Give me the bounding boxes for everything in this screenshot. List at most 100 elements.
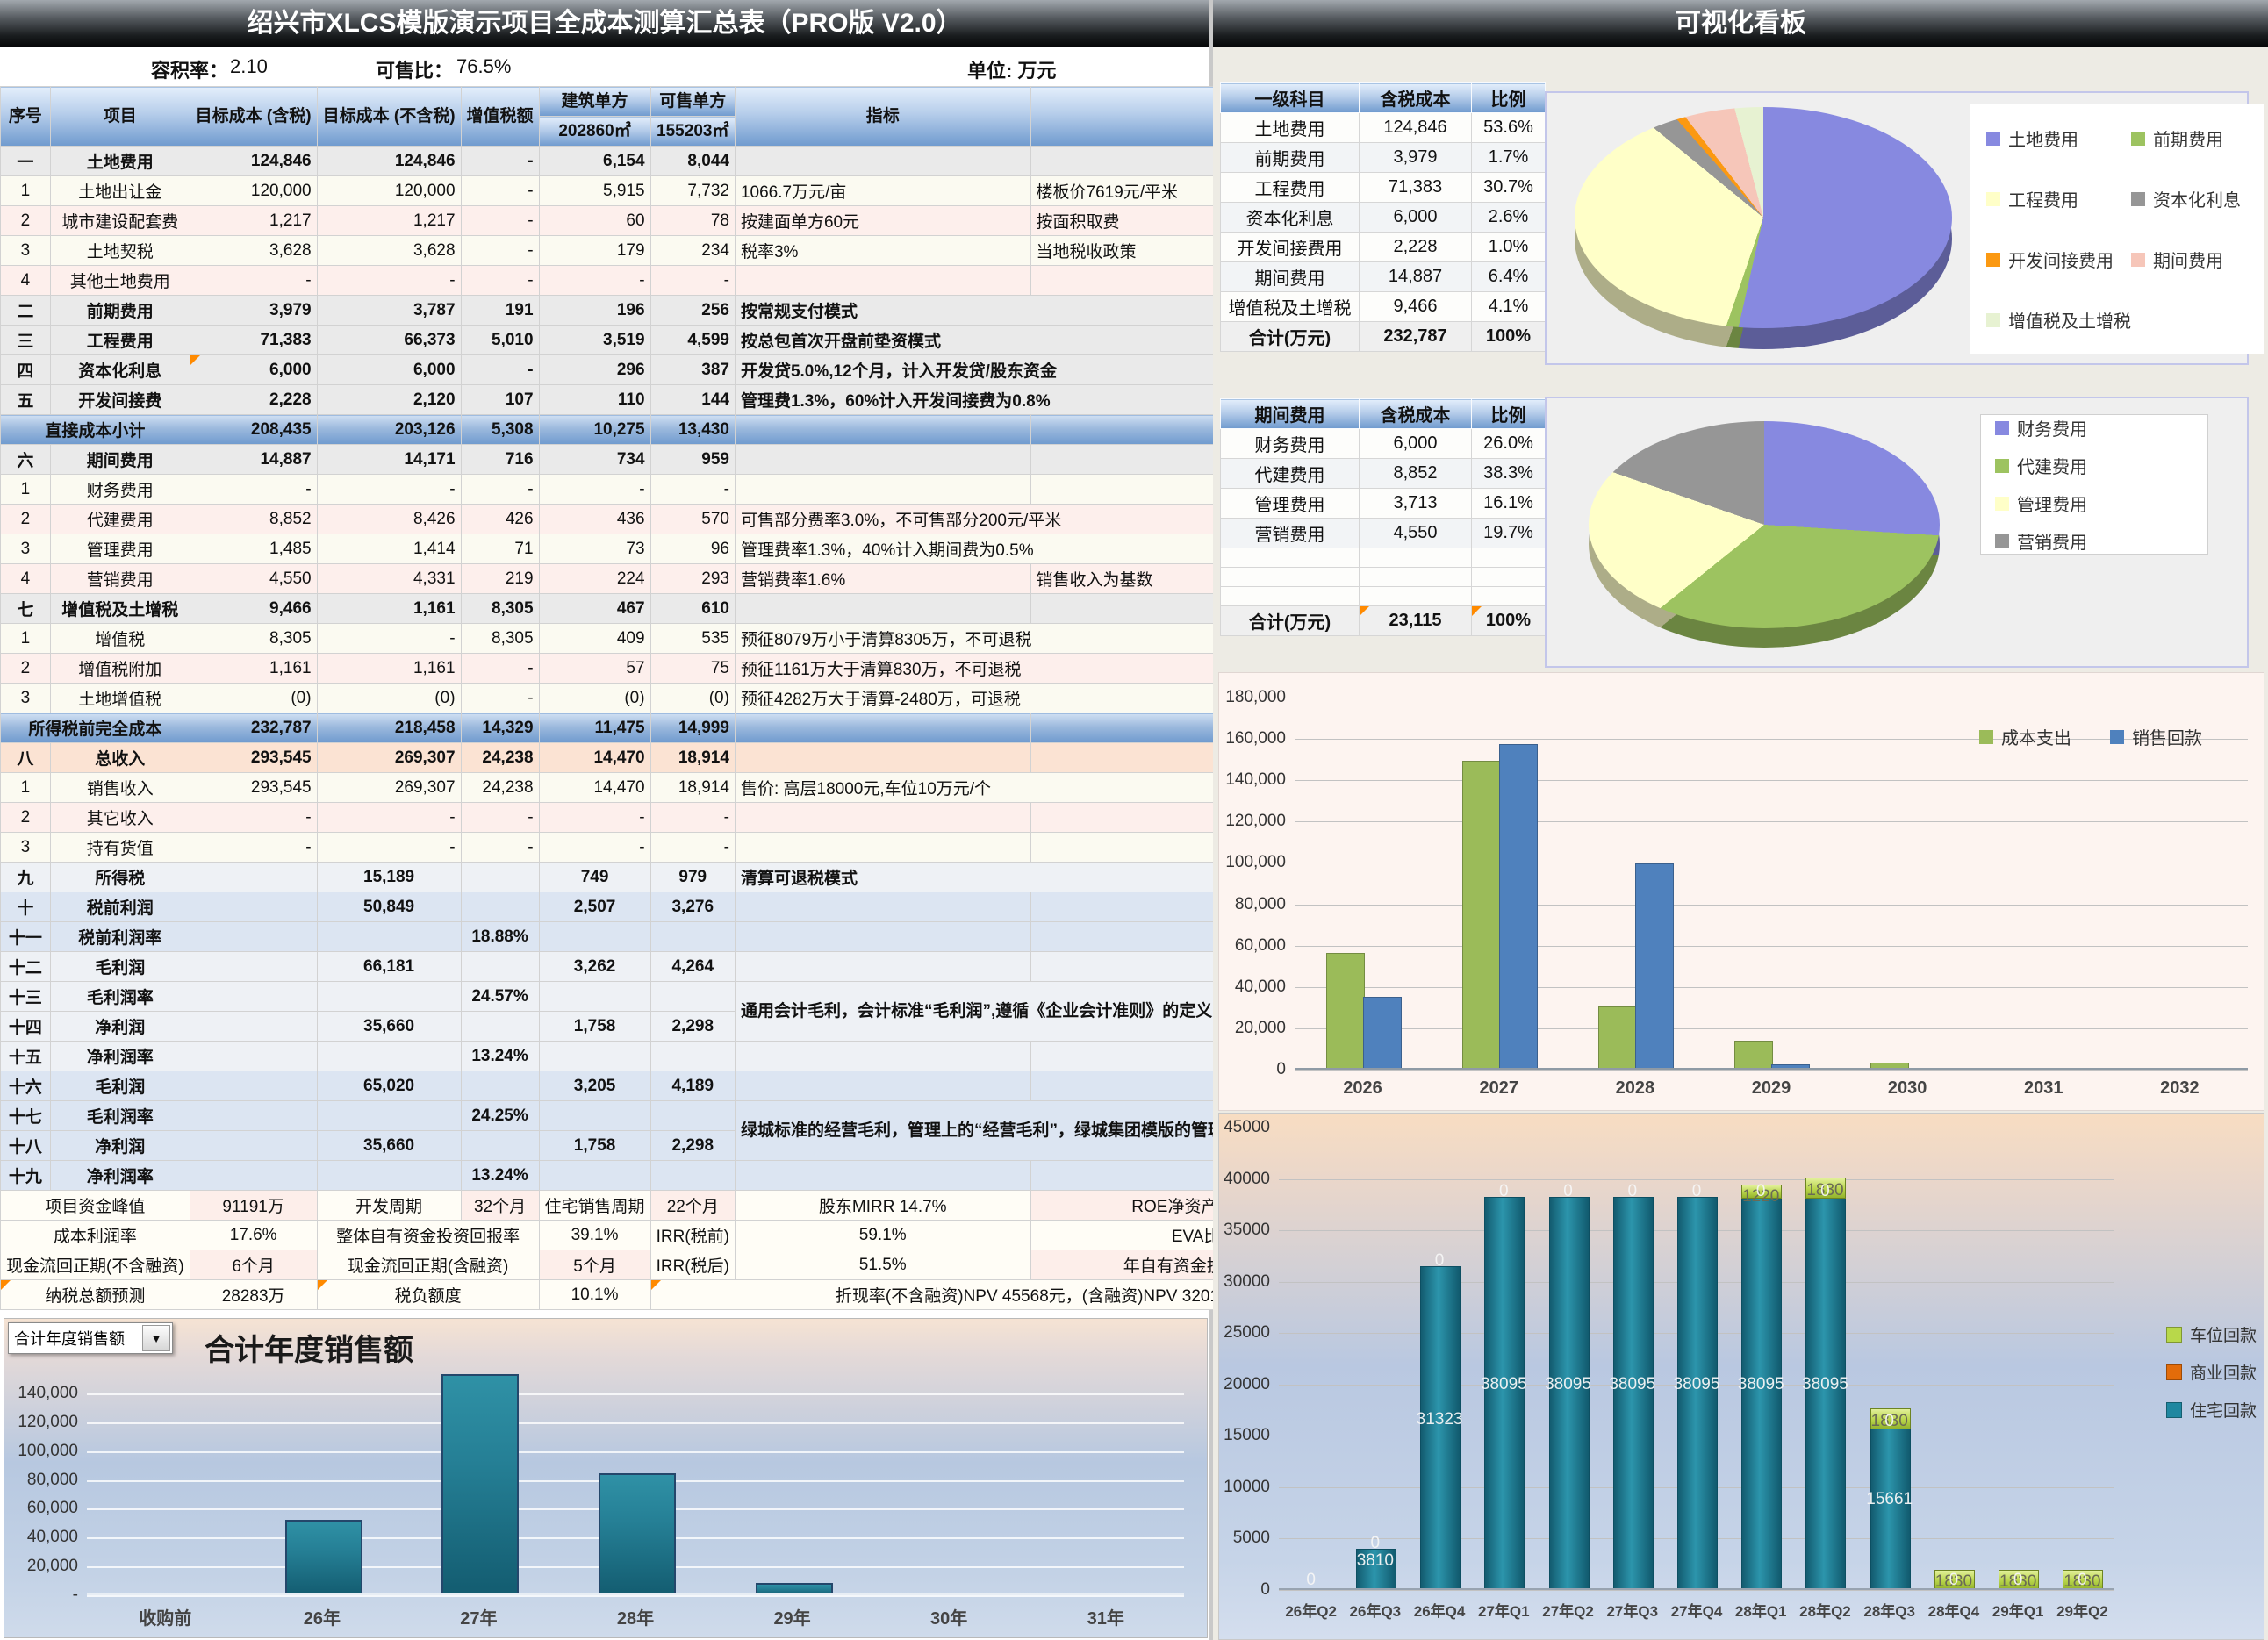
cell[interactable]: 十二 — [0, 951, 51, 982]
cell[interactable]: 十六 — [0, 1071, 51, 1101]
bar-segment-residential[interactable] — [1484, 1196, 1525, 1590]
cell[interactable]: 十九 — [0, 1160, 51, 1191]
cell[interactable]: 八 — [0, 742, 51, 773]
plot-ratio-value[interactable]: 2.10 — [230, 55, 268, 77]
cell[interactable]: 增值税附加 — [49, 653, 190, 684]
cell[interactable]: 14,171 — [316, 444, 462, 475]
cell[interactable]: 10,275 — [538, 414, 651, 445]
cell[interactable]: - — [460, 146, 540, 176]
cell[interactable]: 1,217 — [316, 205, 462, 236]
cell[interactable]: 4 — [0, 265, 51, 296]
cell[interactable]: 716 — [460, 444, 540, 475]
cell[interactable]: 5,308 — [460, 414, 540, 445]
cell[interactable]: - — [650, 474, 736, 505]
cell[interactable] — [189, 1011, 318, 1042]
cell[interactable]: 196 — [538, 295, 651, 326]
cell[interactable]: 24.57% — [460, 981, 540, 1012]
cell[interactable]: 5个月 — [538, 1250, 651, 1280]
cell[interactable]: 32个月 — [460, 1190, 540, 1221]
cell[interactable]: 2.6% — [1471, 202, 1546, 233]
cell[interactable]: 4.1% — [1471, 291, 1546, 322]
cell[interactable]: 218,458 — [316, 713, 462, 743]
cell[interactable] — [734, 713, 1031, 743]
cell[interactable]: 35,660 — [316, 1011, 462, 1042]
cell[interactable]: 100% — [1471, 605, 1546, 636]
bar-segment-residential[interactable] — [1420, 1266, 1461, 1590]
cell[interactable]: 96 — [650, 534, 736, 564]
cell[interactable]: 13,430 — [650, 414, 736, 445]
cell[interactable]: 65,020 — [316, 1071, 462, 1101]
cell[interactable] — [650, 1041, 736, 1071]
cell[interactable]: 387 — [650, 354, 736, 385]
cell[interactable]: - — [189, 265, 318, 296]
cell[interactable] — [1471, 567, 1546, 587]
cell[interactable]: 七 — [0, 593, 51, 624]
cell[interactable]: 现金流回正期(含融资) — [316, 1250, 540, 1280]
cell[interactable]: 8,044 — [650, 146, 736, 176]
cell[interactable]: 120,000 — [189, 175, 318, 206]
cell[interactable]: 比例 — [1471, 82, 1546, 113]
cell[interactable]: 城市建设配套费 — [49, 205, 190, 236]
cell[interactable]: 11,475 — [538, 713, 651, 743]
cell[interactable]: - — [460, 354, 540, 385]
cell[interactable]: 14,887 — [1359, 261, 1472, 292]
cell[interactable]: 代建费用 — [49, 504, 190, 534]
cell[interactable] — [538, 1100, 651, 1131]
cell[interactable]: 71,383 — [1359, 172, 1472, 203]
cell[interactable]: 39.1% — [538, 1220, 651, 1250]
cell[interactable]: 8,852 — [1359, 458, 1472, 489]
cell[interactable]: 4 — [0, 563, 51, 594]
cell[interactable]: 资本化利息 — [49, 354, 190, 385]
cell[interactable]: 土地费用 — [1220, 112, 1360, 143]
cell[interactable]: 整体自有资金投资回报率 — [316, 1220, 540, 1250]
cell[interactable] — [1359, 548, 1472, 568]
cell[interactable]: 66,181 — [316, 951, 462, 982]
chart-filter-dropdown[interactable]: 合计年度销售额 ▼ — [8, 1322, 173, 1354]
bar[interactable] — [1461, 761, 1501, 1070]
cell[interactable]: 6.4% — [1471, 261, 1546, 292]
cell[interactable]: 合计(万元) — [1220, 321, 1360, 352]
cell[interactable] — [316, 1100, 462, 1131]
cell[interactable] — [189, 1160, 318, 1191]
cell[interactable]: - — [538, 265, 651, 296]
cell[interactable]: 18,914 — [650, 742, 736, 773]
bar[interactable] — [1325, 953, 1365, 1070]
cell[interactable]: 其他土地费用 — [49, 265, 190, 296]
cell[interactable]: 增值税及土增税 — [49, 593, 190, 624]
cell[interactable] — [189, 981, 318, 1012]
cell[interactable]: 1,414 — [316, 534, 462, 564]
cell[interactable]: 14,887 — [189, 444, 318, 475]
cell[interactable] — [316, 1160, 462, 1191]
cell[interactable]: 管理费用 — [49, 534, 190, 564]
cell[interactable]: 住宅销售周期 — [538, 1190, 651, 1221]
cell[interactable]: 2,120 — [316, 384, 462, 415]
cell[interactable] — [316, 981, 462, 1012]
cell[interactable]: 2,228 — [189, 384, 318, 415]
bar-segment-parking[interactable] — [1870, 1408, 1911, 1429]
cell[interactable]: 3 — [0, 534, 51, 564]
cell[interactable]: - — [189, 802, 318, 833]
cell[interactable]: 91191万 — [189, 1190, 318, 1221]
cell[interactable]: 管理费用 — [1220, 488, 1360, 519]
cell[interactable] — [1471, 586, 1546, 606]
cell[interactable]: 155203㎡ — [650, 116, 736, 147]
cell[interactable] — [460, 951, 540, 982]
cell[interactable]: - — [316, 265, 462, 296]
cell[interactable] — [734, 1160, 1031, 1191]
bar[interactable] — [1597, 1006, 1637, 1070]
cell[interactable]: 16.1% — [1471, 488, 1546, 519]
cell[interactable]: 净利润率 — [49, 1160, 190, 1191]
cell[interactable]: 1 — [0, 474, 51, 505]
cell[interactable]: 256 — [650, 295, 736, 326]
cell[interactable]: 直接成本小计 — [0, 414, 190, 445]
cell[interactable]: 2,298 — [650, 1130, 736, 1161]
cell[interactable]: - — [460, 653, 540, 684]
cell[interactable]: 78 — [650, 205, 736, 236]
cell[interactable]: 120,000 — [316, 175, 462, 206]
cell[interactable]: 毛利润 — [49, 951, 190, 982]
cell[interactable]: 3,276 — [650, 892, 736, 922]
cell[interactable] — [734, 832, 1031, 863]
cell[interactable]: 序号 — [0, 86, 51, 147]
cell[interactable]: 四 — [0, 354, 51, 385]
cell[interactable]: 38.3% — [1471, 458, 1546, 489]
